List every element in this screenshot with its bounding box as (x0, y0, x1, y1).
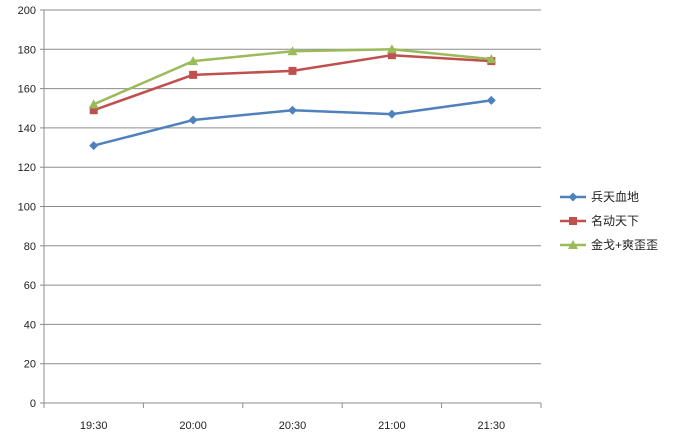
legend-label: 名动天下 (591, 213, 639, 228)
legend-marker (568, 192, 578, 202)
data-point (189, 70, 198, 79)
legend-marker (568, 240, 578, 249)
data-point (287, 46, 298, 56)
data-point (288, 66, 297, 75)
data-point (188, 115, 198, 125)
x-tick-label: 21:30 (478, 420, 506, 432)
y-tick-label: 160 (18, 84, 36, 96)
data-point (486, 95, 496, 105)
y-tick-label: 40 (24, 319, 36, 331)
data-point (89, 106, 98, 115)
data-point (387, 109, 397, 119)
y-tick-label: 140 (18, 123, 36, 135)
legend-label: 兵天血地 (591, 190, 639, 204)
legend-marker (569, 217, 577, 225)
data-point (188, 56, 199, 66)
series-line-2 (93, 53, 492, 112)
y-tick-label: 60 (24, 280, 36, 292)
y-tick-label: 180 (18, 44, 36, 56)
legend-label: 金戈+爽歪歪 (591, 237, 658, 252)
data-point (386, 44, 397, 54)
x-tick-label: 20:30 (279, 420, 307, 432)
data-point (288, 105, 297, 115)
y-tick-label: 80 (24, 241, 36, 253)
y-tick-label: 120 (18, 162, 36, 174)
x-tick-label: 21:00 (378, 420, 406, 432)
x-tick-label: 19:30 (80, 420, 108, 432)
y-tick-label: 200 (18, 5, 36, 17)
data-point (88, 99, 99, 109)
data-point (486, 54, 497, 64)
data-point (387, 51, 396, 60)
data-point (89, 141, 99, 151)
y-tick-label: 20 (24, 359, 36, 371)
x-tick-label: 20:00 (179, 420, 207, 432)
y-tick-label: 0 (30, 398, 36, 410)
y-tick-label: 100 (18, 202, 36, 214)
